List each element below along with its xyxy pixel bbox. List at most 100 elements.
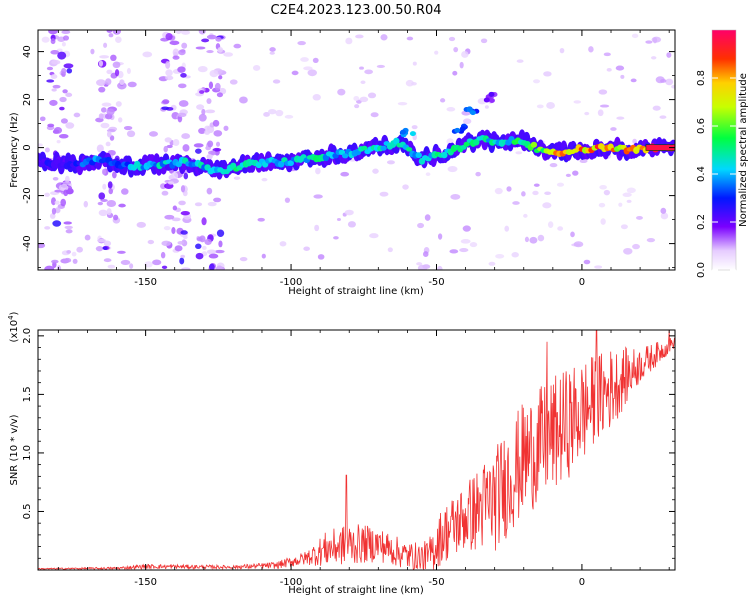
streak-speckle [114, 69, 120, 77]
background-speckle [459, 61, 464, 69]
background-speckle [312, 93, 321, 101]
streak-speckle [96, 79, 106, 87]
streak-speckle [58, 134, 69, 139]
background-speckle [411, 82, 417, 86]
streak-speckle [54, 200, 60, 205]
streak-speckle [97, 238, 107, 243]
ridge-core [341, 153, 349, 159]
background-speckle [512, 201, 520, 205]
background-speckle [123, 125, 133, 131]
background-speckle [660, 207, 667, 214]
background-speckle [337, 88, 346, 96]
streak-speckle [175, 30, 183, 34]
background-speckle [547, 221, 554, 228]
background-speckle [360, 80, 366, 84]
streak-speckle [63, 63, 74, 69]
background-speckle [572, 170, 579, 176]
streak-speckle [62, 89, 68, 94]
background-speckle [411, 125, 418, 130]
spectrogram-axes: -150 -100 -50 0 -40 -20 0 20 40 [22, 30, 675, 288]
streak-speckle [59, 96, 67, 103]
ridge-core [393, 137, 400, 145]
background-speckle [223, 125, 229, 131]
snr-ytick-label: 1.5 [22, 386, 33, 402]
background-speckle [275, 109, 284, 117]
background-speckle [307, 69, 318, 77]
background-speckle [379, 191, 389, 197]
background-speckle [434, 50, 439, 55]
background-speckle [300, 57, 309, 62]
background-speckle [163, 225, 171, 231]
background-speckle [579, 159, 588, 164]
streak-speckle [60, 198, 67, 207]
spectrogram-xtick-label: -50 [428, 277, 444, 288]
streak-speckle [195, 46, 206, 50]
background-speckle [495, 253, 505, 259]
background-speckle [315, 167, 321, 175]
background-speckle [372, 168, 379, 174]
chart-title: C2E4.2023.123.00.50.R04 [270, 3, 441, 18]
background-speckle [261, 253, 266, 259]
streak-speckle [98, 86, 106, 93]
background-speckle [620, 224, 628, 230]
background-speckle [121, 188, 129, 195]
streak-speckle [206, 34, 217, 40]
streak-speckle [49, 99, 58, 106]
streak-speckle [109, 135, 115, 141]
streak-speckle [118, 203, 126, 208]
background-speckle [453, 46, 459, 53]
background-speckle [437, 233, 443, 240]
background-speckle [229, 79, 238, 85]
streak-speckle [119, 79, 125, 85]
background-speckle [359, 66, 364, 70]
spectrogram-heat-layer [38, 30, 675, 270]
background-speckle [233, 43, 242, 49]
streak-speckle [108, 33, 114, 38]
streak-speckle [57, 51, 67, 60]
streak-speckle [103, 240, 112, 247]
background-speckle [549, 162, 558, 168]
streak-speckle [161, 265, 168, 270]
side-feature [459, 126, 466, 132]
background-speckle [524, 236, 530, 243]
ridge-core [361, 145, 368, 151]
streak-speckle [213, 197, 222, 203]
background-speckle [544, 191, 552, 196]
background-speckle [376, 64, 385, 69]
streak-speckle [50, 74, 58, 80]
background-speckle [504, 225, 510, 232]
ridge-core [405, 147, 413, 152]
snr-panel: -150 -100 -50 0 0.5 1.0 1.5 2.0 Height of strai… [7, 311, 676, 596]
background-speckle [630, 78, 637, 83]
background-speckle [105, 141, 111, 147]
streak-speckle [65, 92, 73, 97]
streak-speckle [52, 220, 62, 227]
streak-speckle [216, 92, 223, 98]
background-speckle [460, 239, 471, 244]
background-speckle [71, 251, 77, 257]
background-speckle [336, 217, 341, 222]
streak-speckle [206, 249, 216, 255]
streak-speckle [201, 108, 206, 115]
streak-speckle [106, 108, 115, 116]
streak-speckle [209, 69, 219, 78]
snr-xtick-label: 0 [579, 577, 585, 588]
background-speckle [603, 189, 611, 196]
background-speckle [610, 127, 617, 131]
streak-speckle [166, 144, 173, 149]
background-speckle [347, 221, 356, 228]
background-speckle [446, 107, 456, 112]
streak-speckle [60, 118, 68, 124]
background-speckle [344, 209, 354, 216]
spectrogram-ytick-label: 40 [22, 45, 33, 58]
background-speckle [645, 40, 653, 44]
background-speckle [303, 246, 310, 251]
streak-speckle [213, 130, 223, 137]
side-feature [454, 127, 461, 133]
background-speckle [632, 138, 637, 144]
streak-speckle [214, 82, 221, 91]
background-speckle [147, 239, 155, 245]
background-speckle [364, 69, 373, 75]
streak-speckle [106, 131, 112, 138]
